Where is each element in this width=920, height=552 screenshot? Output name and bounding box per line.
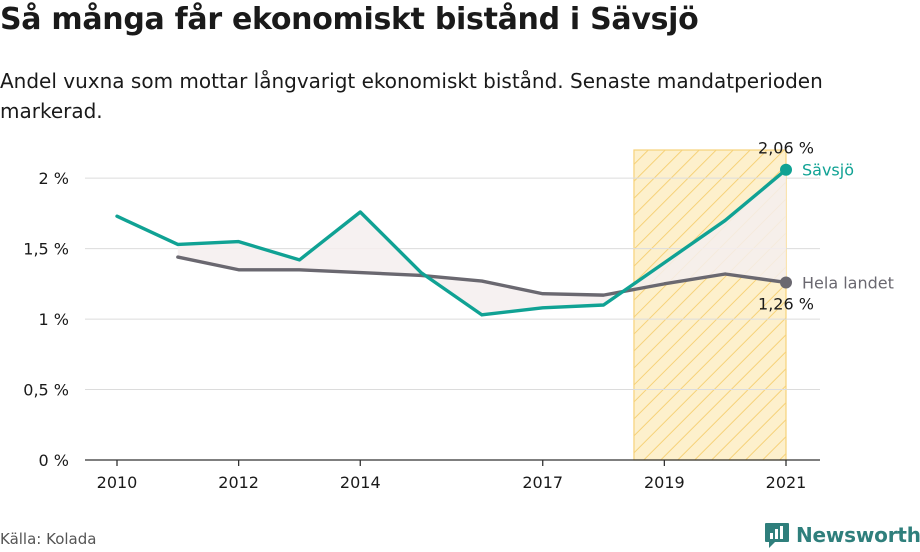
newsworthy-logo: Newsworthy	[764, 520, 920, 550]
series-name-label: Hela landet	[802, 273, 894, 292]
series-value-label: 2,06 %	[758, 139, 814, 158]
x-tick-label: 2017	[522, 473, 563, 492]
brand-name: Newsworthy	[796, 523, 920, 547]
y-tick-label: 0,5 %	[23, 381, 69, 400]
source-note: Källa: Kolada	[0, 530, 97, 548]
series-endpoint-riket	[780, 276, 792, 289]
y-tick-label: 1 %	[39, 310, 69, 329]
newsworthy-logo-icon	[765, 523, 789, 548]
x-tick-label: 2019	[644, 473, 685, 492]
x-tick-label: 2010	[97, 473, 138, 492]
series-endpoint-savsjo	[780, 163, 792, 176]
series-line-savsjo	[115, 168, 788, 317]
series-line-riket	[176, 255, 788, 297]
chart-subtitle: Andel vuxna som mottar långvarigt ekonom…	[0, 69, 823, 123]
y-tick-label: 2 %	[39, 169, 69, 188]
x-tick-label: 2012	[218, 473, 259, 492]
series-name-label: Sävsjö	[802, 161, 854, 180]
y-tick-label: 0 %	[39, 451, 69, 470]
x-tick-label: 2021	[766, 473, 807, 492]
area-between-series	[177, 169, 786, 315]
y-tick-label: 1,5 %	[23, 240, 69, 259]
series-value-label: 1,26 %	[758, 294, 814, 313]
x-tick-label: 2014	[340, 473, 381, 492]
chart-title: Så många får ekonomiskt bistånd i Sävsjö	[0, 2, 699, 37]
